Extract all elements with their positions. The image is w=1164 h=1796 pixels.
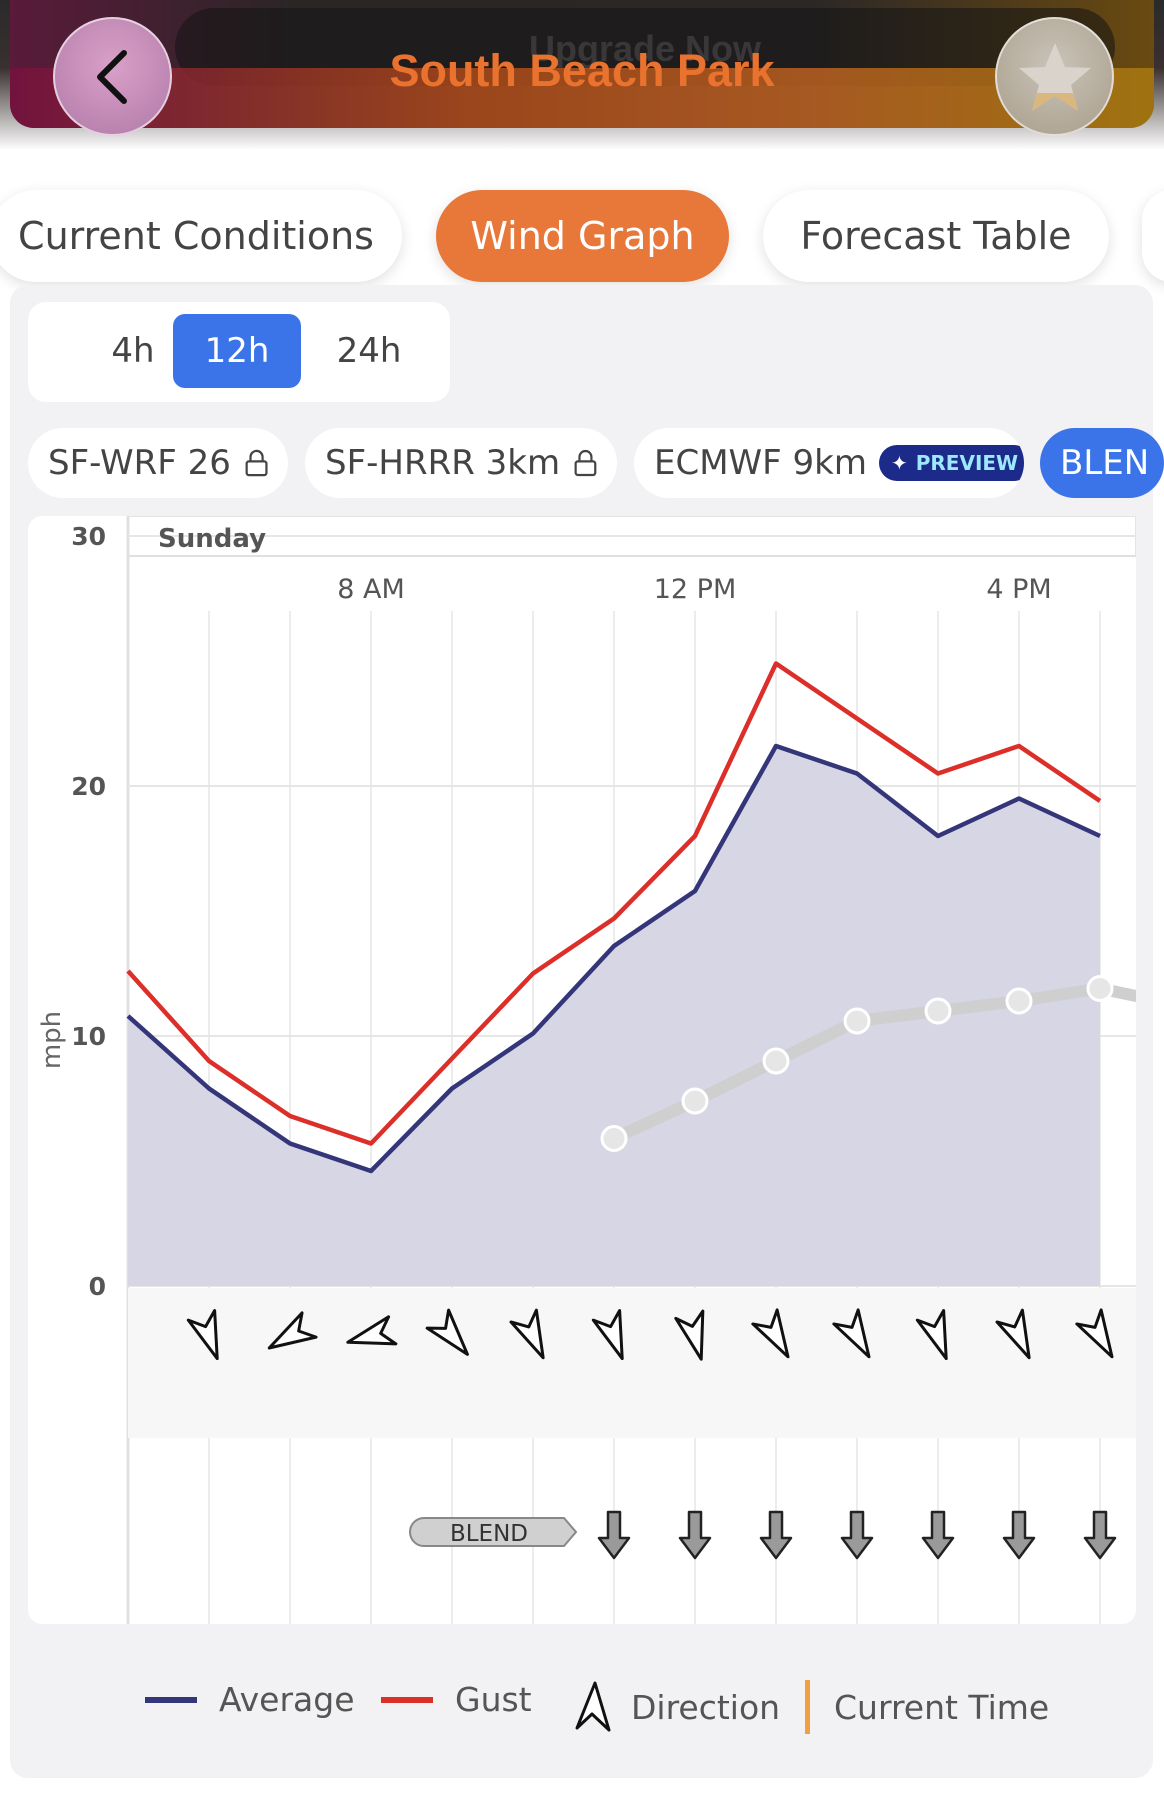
blend-label: BLEND [450,1521,528,1547]
wind-chart-card: Sunday mph 30 20 10 0 8 AM 12 PM 4 PM BLEND [28,515,1142,1624]
arrow-down-icon [678,1510,712,1560]
arrow-down-icon [840,1510,874,1560]
arrow-down-icon [597,1510,631,1560]
direction-arrow-icon [995,1308,1031,1360]
model-label: SF-WRF 26 [48,443,231,483]
average-swatch [145,1696,197,1703]
observed-point [762,1047,790,1075]
legend-direction: Direction [573,1680,780,1734]
header-bar: Upgrade Now [10,0,1154,128]
chart-legend: Average Gust Direction Current Time [28,1640,1136,1760]
preview-badge: ✦ PREVIEW [878,445,1024,481]
back-button[interactable] [53,17,172,136]
direction-arrow-icon [509,1308,545,1360]
arrow-down-icon [921,1510,955,1560]
legend-average-label: Average [219,1680,355,1719]
tab-more[interactable] [1142,190,1164,282]
arrow-down-icon [1083,1510,1117,1560]
arrow-down-icon [759,1510,793,1560]
direction-arrow-icon [832,1308,871,1359]
model-sf-wrf-chip[interactable]: SF-WRF 26 [28,428,288,498]
model-ecmwf-chip[interactable]: ECMWF 9km ✦ PREVIEW [634,428,1024,498]
preview-badge-label: PREVIEW [915,451,1019,475]
model-sf-hrrr-chip[interactable]: SF-HRRR 3km [305,428,617,498]
tab-label: Current Conditions [18,214,374,258]
legend-current-time: Current Time [805,1680,1049,1734]
lock-icon [245,449,268,477]
legend-gust-label: Gust [455,1680,532,1719]
blend-arrows-row [597,1510,1117,1560]
legend-average: Average [145,1680,355,1719]
direction-arrows-row [186,1308,1114,1361]
gust-swatch [381,1696,433,1703]
observed-points [600,975,1114,1152]
x-tick-label: 12 PM [654,574,737,605]
model-label: BLEN [1060,443,1150,483]
y-axis-label: mph [37,1011,67,1069]
y-tick-label: 30 [71,522,106,551]
legend-gust: Gust [381,1680,532,1719]
x-tick-label: 4 PM [986,574,1051,605]
range-4h-button[interactable]: 4h [111,331,155,371]
sparkle-icon: ✦ [890,451,908,475]
y-tick-label: 10 [71,1022,106,1051]
chevron-left-icon [96,49,127,104]
gust-line [126,661,1102,1146]
tab-wind-graph[interactable]: Wind Graph [436,190,729,282]
legend-current-time-label: Current Time [834,1687,1050,1727]
blend-label-tag: BLEND [409,1517,578,1547]
direction-arrow-icon [751,1308,790,1359]
direction-arrow-icon [591,1309,624,1361]
observed-point [1005,987,1033,1015]
upgrade-banner-label: Upgrade Now [528,28,761,69]
x-axis-ticks: 8 AM 12 PM 4 PM [337,574,1051,605]
observed-point [600,1125,628,1152]
range-24h-button[interactable]: 24h [336,331,402,371]
model-label: SF-HRRR 3km [325,443,561,483]
y-axis-ticks: 30 20 10 0 [71,522,106,1301]
observed-point [681,1087,709,1115]
legend-direction-label: Direction [631,1687,781,1727]
day-label: Sunday [158,524,266,554]
star-icon [1018,42,1091,111]
lock-icon [574,449,597,477]
direction-arrow-icon [425,1308,469,1356]
direction-arrow-icon [346,1315,398,1346]
observed-point [843,1007,871,1035]
y-tick-label: 0 [89,1272,106,1301]
observed-line [608,982,1142,1145]
x-tick-label: 8 AM [337,574,405,605]
model-label: ECMWF 9km [654,443,867,483]
direction-arrow-icon [915,1309,948,1361]
tab-label: Forecast Table [800,214,1072,258]
direction-arrow-icon [186,1309,219,1361]
model-blend-chip[interactable]: BLEN [1040,428,1164,498]
direction-arrow-icon [575,1681,611,1732]
direction-band [128,1288,1136,1438]
average-line [126,743,1101,1174]
direction-arrow-icon [267,1311,318,1350]
range-12h-button[interactable]: 12h [173,314,301,388]
direction-arrow-icon [674,1309,705,1361]
observed-point [1086,975,1114,1002]
y-tick-label: 20 [71,772,106,801]
tab-current-conditions[interactable]: Current Conditions [0,190,402,282]
arrow-down-icon [1002,1510,1036,1560]
observed-point [924,997,952,1025]
tab-label: Wind Graph [470,214,695,258]
page-title: South Beach Park [389,45,775,96]
favorite-button[interactable] [995,17,1114,136]
wind-chart: Sunday mph 30 20 10 0 8 AM 12 PM 4 PM BLEND [37,515,1142,1624]
tab-forecast-table[interactable]: Forecast Table [763,190,1109,282]
average-area [128,746,1100,1286]
direction-arrow-icon [1075,1308,1114,1359]
time-range-selector: 4h 12h 24h [28,302,450,402]
current-time-swatch [805,1680,810,1734]
header: Upgrade Now [0,0,1164,150]
